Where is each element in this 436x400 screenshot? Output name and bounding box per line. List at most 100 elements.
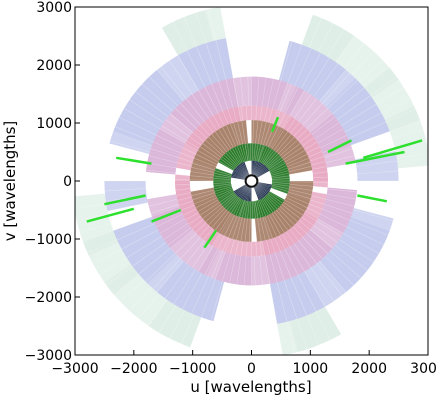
uv-track-hatch xyxy=(222,156,236,169)
uv-track-hatch xyxy=(289,228,299,241)
uv-track xyxy=(113,69,184,146)
uv-track-hatch xyxy=(327,80,358,109)
uv-track-hatch xyxy=(320,134,347,149)
uv-track-hatch xyxy=(228,197,240,212)
uv-track-hatch xyxy=(351,51,375,76)
uv-track-hatch xyxy=(306,207,321,215)
uv-track-hatch xyxy=(214,186,232,192)
uv-track-hatch xyxy=(259,241,263,256)
uv-track-hatch xyxy=(319,69,347,102)
uv-track-hatch xyxy=(267,78,274,108)
uv-track-hatch xyxy=(226,125,237,147)
uv-track-hatch xyxy=(311,116,336,135)
uv-track-hatch xyxy=(156,134,183,149)
uv-track-hatch xyxy=(258,182,272,188)
uv-highlight-line xyxy=(362,139,423,159)
uv-track-hatch xyxy=(208,118,218,131)
uv-track-hatch xyxy=(247,201,250,219)
uv-track-hatch xyxy=(255,164,264,176)
uv-track-hatch xyxy=(286,321,296,353)
uv-track-hatch xyxy=(262,197,274,213)
uv-track-hatch xyxy=(147,193,177,200)
uv-track-hatch xyxy=(308,151,323,158)
uv-track-hatch xyxy=(353,209,393,222)
uv-track-hatch xyxy=(75,193,106,197)
uv-track-hatch xyxy=(110,140,150,153)
uv-center-ring xyxy=(244,174,259,188)
uv-track-hatch xyxy=(271,178,290,180)
uv-track-hatch xyxy=(271,212,285,233)
uv-track-hatch xyxy=(257,170,270,178)
uv-track-hatch xyxy=(276,323,283,355)
uv-track-hatch xyxy=(261,198,271,214)
uv-track-hatch xyxy=(294,243,311,268)
uv-track-hatch xyxy=(244,161,250,175)
uv-track-hatch xyxy=(256,166,267,177)
uv-track-hatch xyxy=(214,184,232,190)
uv-track-hatch xyxy=(272,80,281,109)
uv-track-hatch xyxy=(229,254,236,284)
uv-track-hatch xyxy=(255,105,258,121)
uv-track-hatch xyxy=(215,187,233,195)
uv-track-hatch xyxy=(271,129,285,150)
uv-track-hatch xyxy=(180,103,201,126)
uv-track-hatch xyxy=(289,186,313,191)
uv-track-hatch xyxy=(265,153,279,167)
uv-track-hatch xyxy=(252,161,257,175)
uv-track-hatch xyxy=(248,187,251,202)
uv-track-hatch xyxy=(261,240,266,256)
uv-track-hatch xyxy=(317,128,344,144)
uv-track-hatch xyxy=(303,213,317,222)
uv-track-hatch xyxy=(253,161,258,175)
uv-track xyxy=(170,78,239,133)
uv-track-hatch xyxy=(218,212,232,233)
uv-track-hatch xyxy=(156,260,184,293)
uv-track-hatch xyxy=(256,185,268,194)
uv-track-hatch xyxy=(296,129,308,140)
uv-track-hatch xyxy=(255,186,264,198)
uv-track-hatch xyxy=(240,106,244,121)
uv-track xyxy=(157,261,225,322)
uv-track-hatch xyxy=(182,147,197,155)
uv-track-hatch xyxy=(214,172,232,178)
uv-track-hatch xyxy=(266,194,280,208)
uv-track-hatch xyxy=(175,188,191,191)
uv-track-hatch xyxy=(293,125,304,137)
uv-track-hatch xyxy=(348,121,387,139)
uv-track-hatch xyxy=(138,247,171,275)
uv-track-hatch xyxy=(200,201,220,216)
uv-track-hatch xyxy=(188,215,202,225)
uv-track xyxy=(282,115,328,188)
uv-track-hatch xyxy=(181,314,195,344)
uv-track-hatch xyxy=(268,126,279,148)
uv-track-hatch xyxy=(275,134,292,153)
uv-track-hatch xyxy=(177,162,192,167)
x-tick-label: 0 xyxy=(247,361,256,377)
uv-track-hatch xyxy=(195,12,207,44)
uv-track-hatch xyxy=(297,274,317,312)
uv-track-hatch xyxy=(235,185,247,194)
uv-track-hatch xyxy=(269,163,286,172)
uv-track-hatch xyxy=(161,27,179,56)
uv-track-hatch xyxy=(249,201,252,219)
uv-track-hatch xyxy=(253,201,256,219)
uv-track-hatch xyxy=(302,103,323,126)
uv-track-hatch xyxy=(175,174,191,176)
uv-track-hatch xyxy=(309,113,333,133)
uv-track-hatch xyxy=(240,186,249,199)
uv-track-hatch xyxy=(190,187,214,192)
x-tick-label: −1000 xyxy=(169,361,216,377)
uv-track-hatch xyxy=(325,198,355,207)
x-tick-label: 3000 xyxy=(410,361,436,377)
uv-track-hatch xyxy=(214,131,230,151)
uv-track-hatch xyxy=(245,187,250,201)
uv-track-hatch xyxy=(76,213,109,222)
uv-track-hatch xyxy=(343,232,380,254)
uv-track-hatch xyxy=(271,175,290,179)
uv-track-hatch xyxy=(364,67,390,89)
uv-track-hatch xyxy=(294,94,311,119)
uv-track-hatch xyxy=(281,203,301,219)
uv-track-hatch xyxy=(232,107,237,122)
uv-track-hatch xyxy=(247,76,250,106)
uv-track-hatch xyxy=(337,95,371,120)
